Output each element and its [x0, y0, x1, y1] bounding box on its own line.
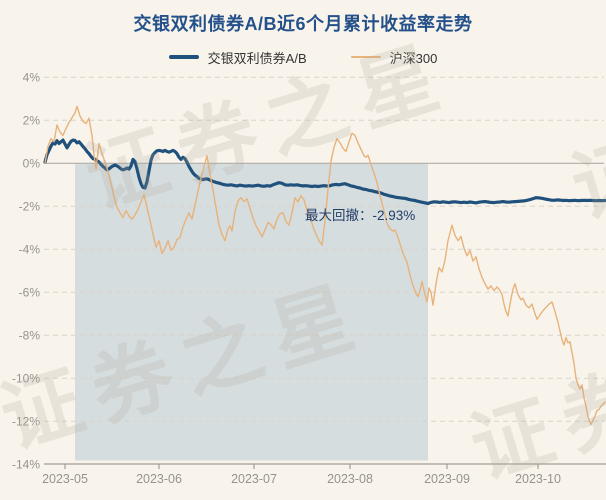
max-drawdown-label: 最大回撤：-2.93% — [305, 204, 415, 224]
y-axis-label: -6% — [19, 285, 41, 299]
x-axis-label: 2023-06 — [136, 472, 182, 486]
max-drawdown-value: -2.93% — [372, 208, 416, 223]
y-axis-label: -12% — [12, 414, 40, 428]
chart-title: 交银双利债券A/B近6个月累计收益率走势 — [133, 14, 473, 34]
y-axis-label: 4% — [23, 70, 41, 84]
x-axis-label: 2023-05 — [42, 472, 88, 486]
y-axis-label: -2% — [19, 199, 41, 213]
y-axis-label: -14% — [12, 457, 40, 471]
y-axis-label: -10% — [12, 371, 40, 385]
legend: 交银双利债券A/B 沪深300 — [0, 47, 606, 67]
legend-item-fund[interactable]: 交银双利债券A/B — [168, 48, 307, 67]
y-axis-label: 2% — [23, 113, 41, 127]
index-line-swatch — [350, 56, 381, 58]
fund-line-swatch — [168, 55, 199, 59]
x-axis-label: 2023-08 — [327, 472, 373, 486]
x-axis-label: 2023-10 — [515, 472, 561, 486]
legend-label-fund: 交银双利债券A/B — [207, 50, 307, 66]
legend-label-index: 沪深300 — [389, 50, 438, 66]
x-axis-label: 2023-07 — [231, 472, 277, 486]
y-axis-label: 0% — [23, 156, 41, 170]
y-axis-label: -4% — [19, 242, 41, 256]
legend-item-index[interactable]: 沪深300 — [350, 48, 438, 67]
max-drawdown-caption: 最大回撤： — [305, 208, 373, 223]
fund-series-line — [43, 138, 606, 206]
y-axis-label: -8% — [19, 328, 41, 342]
x-axis-label: 2023-09 — [424, 472, 470, 486]
index-series-line — [44, 105, 606, 426]
